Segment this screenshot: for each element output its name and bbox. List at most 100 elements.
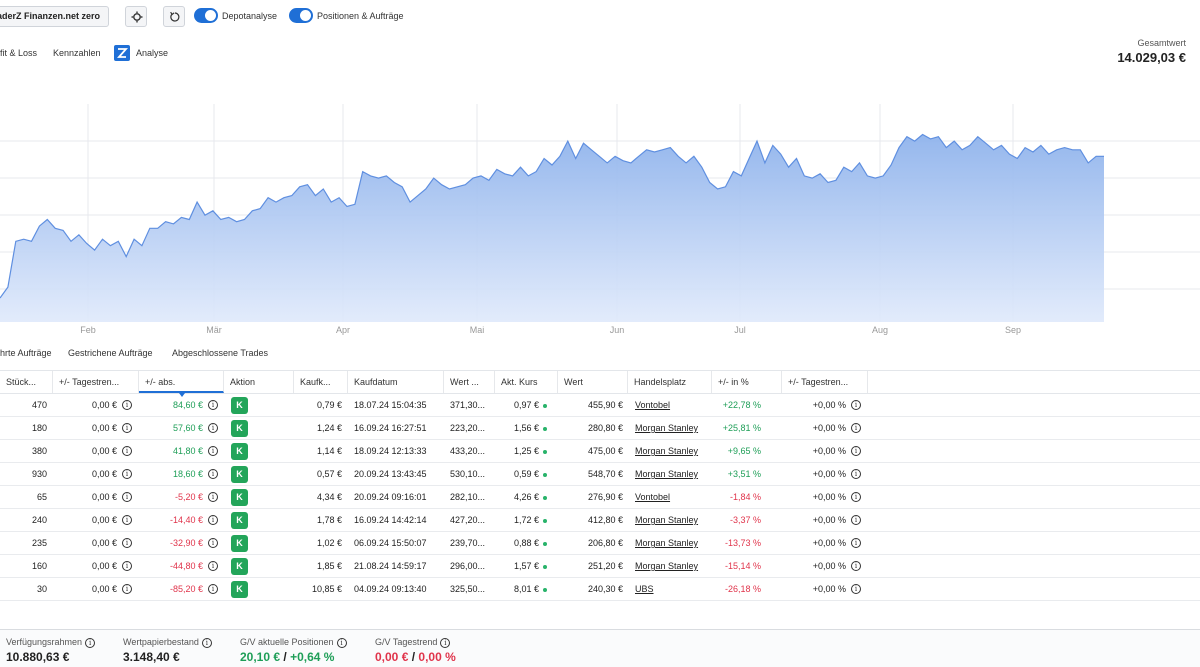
buy-action-button[interactable]: K bbox=[231, 489, 248, 506]
cell-venue-text[interactable]: Morgan Stanley bbox=[635, 515, 699, 525]
cell-daypct: +0,00 % bbox=[782, 509, 846, 531]
table-row[interactable]: 930 0,00 € i 18,60 € i K 0,57 € 20.09.24 13:43:… bbox=[0, 463, 1200, 486]
info-icon[interactable]: i bbox=[208, 446, 218, 456]
info-icon[interactable]: i bbox=[122, 538, 132, 548]
table-row[interactable]: 380 0,00 € i 41,80 € i K 1,14 € 18.09.24 12:13:… bbox=[0, 440, 1200, 463]
info-icon[interactable]: i bbox=[851, 446, 861, 456]
info-icon[interactable]: i bbox=[208, 584, 218, 594]
buy-action-button[interactable]: K bbox=[231, 397, 248, 414]
cell-venue[interactable]: Vontobel bbox=[635, 486, 712, 508]
buy-action-button[interactable]: K bbox=[231, 512, 248, 529]
col-akt-kurs[interactable]: Akt. Kurs bbox=[495, 371, 558, 393]
settings-button[interactable] bbox=[125, 6, 147, 27]
cell-venue-text[interactable]: Morgan Stanley bbox=[635, 446, 699, 456]
cell-venue[interactable]: Morgan Stanley bbox=[635, 532, 712, 554]
depotanalyse-toggle[interactable] bbox=[194, 8, 218, 23]
table-row[interactable]: 240 0,00 € i -14,40 € i K 1,78 € 16.09.24 14:42… bbox=[0, 509, 1200, 532]
info-icon[interactable]: i bbox=[208, 561, 218, 571]
info-icon[interactable]: i bbox=[851, 515, 861, 525]
cell-venue-text[interactable]: Morgan Stanley bbox=[635, 561, 699, 571]
info-icon[interactable]: i bbox=[122, 515, 132, 525]
col-tagestrend[interactable]: +/- Tagestren... bbox=[53, 371, 139, 393]
cell-venue[interactable]: Vontobel bbox=[635, 394, 712, 416]
info-icon[interactable]: i bbox=[208, 515, 218, 525]
table-row[interactable]: 30 0,00 € i -85,20 € i K 10,85 € 04.09.24 09:13… bbox=[0, 578, 1200, 601]
cell-day-text: 0,00 € bbox=[91, 423, 117, 433]
info-icon[interactable]: i bbox=[85, 637, 96, 648]
tab-closed-trades[interactable]: Abgeschlossene Trades bbox=[172, 348, 269, 358]
buy-action-button[interactable]: K bbox=[231, 443, 248, 460]
info-icon[interactable]: i bbox=[122, 561, 132, 571]
info-icon[interactable]: i bbox=[336, 637, 347, 648]
analyse-logo-icon[interactable] bbox=[114, 45, 130, 61]
info-icon[interactable]: i bbox=[851, 469, 861, 479]
info-icon[interactable]: i bbox=[122, 492, 132, 502]
cell-venue[interactable]: Morgan Stanley bbox=[635, 463, 712, 485]
buy-action-button[interactable]: K bbox=[231, 581, 248, 598]
info-icon[interactable]: i bbox=[208, 400, 218, 410]
buy-action-button[interactable]: K bbox=[231, 466, 248, 483]
table-row[interactable]: 235 0,00 € i -32,90 € i K 1,02 € 06.09.24 15:50… bbox=[0, 532, 1200, 555]
cell-venue[interactable]: Morgan Stanley bbox=[635, 509, 712, 531]
info-icon[interactable]: i bbox=[208, 492, 218, 502]
tab-kennzahlen[interactable]: Kennzahlen bbox=[53, 48, 101, 58]
info-icon[interactable]: i bbox=[122, 469, 132, 479]
table-row[interactable]: 180 0,00 € i 57,60 € i K 1,24 € 16.09.24 16:27:… bbox=[0, 417, 1200, 440]
cell-venue-text[interactable]: UBS bbox=[635, 584, 654, 594]
info-icon[interactable]: i bbox=[440, 637, 451, 648]
buy-action-button[interactable]: K bbox=[231, 420, 248, 437]
col-wert[interactable]: Wert bbox=[558, 371, 628, 393]
info-icon[interactable]: i bbox=[851, 400, 861, 410]
info-icon[interactable]: i bbox=[851, 423, 861, 433]
cell-venue[interactable]: Morgan Stanley bbox=[635, 440, 712, 462]
info-icon[interactable]: i bbox=[122, 423, 132, 433]
positionen-toggle[interactable] bbox=[289, 8, 313, 23]
info-icon[interactable]: i bbox=[122, 400, 132, 410]
cell-venue-text[interactable]: Morgan Stanley bbox=[635, 538, 699, 548]
live-indicator-icon bbox=[543, 449, 547, 454]
col-handelsplatz[interactable]: Handelsplatz bbox=[628, 371, 712, 393]
info-icon[interactable]: i bbox=[208, 538, 218, 548]
cell-buy: 1,85 € bbox=[294, 555, 342, 577]
cell-pct-text: +25,81 % bbox=[722, 423, 761, 433]
table-row[interactable]: 470 0,00 € i 84,60 € i K 0,79 € 18.07.24 15:04:… bbox=[0, 394, 1200, 417]
info-icon[interactable]: i bbox=[851, 561, 861, 571]
tab-cancelled-orders[interactable]: Gestrichene Aufträge bbox=[68, 348, 153, 358]
tab-open-orders[interactable]: hrte Aufträge bbox=[0, 348, 52, 358]
cell-pct: -26,18 % bbox=[712, 578, 761, 600]
info-icon[interactable]: i bbox=[208, 423, 218, 433]
info-icon[interactable]: i bbox=[851, 584, 861, 594]
cell-venue-text[interactable]: Morgan Stanley bbox=[635, 423, 699, 433]
info-icon[interactable]: i bbox=[122, 584, 132, 594]
info-icon[interactable]: i bbox=[851, 538, 861, 548]
cell-venue[interactable]: Morgan Stanley bbox=[635, 555, 712, 577]
col-wert-kauf[interactable]: Wert ... bbox=[444, 371, 495, 393]
cell-value-text: 475,00 € bbox=[587, 446, 623, 456]
col-aktion[interactable]: Aktion bbox=[224, 371, 294, 393]
table-row[interactable]: 160 0,00 € i -44,80 € i K 1,85 € 21.08.24 14:59… bbox=[0, 555, 1200, 578]
col-kaufdatum[interactable]: Kaufdatum bbox=[348, 371, 444, 393]
col-stueck[interactable]: Stück... bbox=[0, 371, 53, 393]
col-kaufkurs[interactable]: Kaufk... bbox=[294, 371, 348, 393]
broker-selector-button[interactable]: aderZ Finanzen.net zero bbox=[0, 6, 110, 27]
info-icon[interactable]: i bbox=[201, 637, 212, 648]
day-trend-pct: 0,00 % bbox=[418, 649, 456, 664]
col-abs[interactable]: +/- abs. bbox=[139, 371, 224, 393]
cell-buyval: 223,20... bbox=[450, 417, 495, 439]
tab-analyse[interactable]: Analyse bbox=[136, 48, 169, 58]
col-pct[interactable]: +/- in % bbox=[712, 371, 782, 393]
info-icon[interactable]: i bbox=[122, 446, 132, 456]
col-tagestrend-pct[interactable]: +/- Tagestren... bbox=[782, 371, 868, 393]
cell-venue[interactable]: UBS bbox=[635, 578, 712, 600]
cell-venue[interactable]: Morgan Stanley bbox=[635, 417, 712, 439]
refresh-button[interactable] bbox=[163, 6, 185, 27]
cell-venue-text[interactable]: Vontobel bbox=[635, 400, 671, 410]
tab-profit-loss[interactable]: fit & Loss bbox=[0, 48, 38, 58]
cell-venue-text[interactable]: Vontobel bbox=[635, 492, 671, 502]
buy-action-button[interactable]: K bbox=[231, 535, 248, 552]
info-icon[interactable]: i bbox=[208, 469, 218, 479]
cell-venue-text[interactable]: Morgan Stanley bbox=[635, 469, 699, 479]
table-row[interactable]: 65 0,00 € i -5,20 € i K 4,34 € 20.09.24 09:16:0… bbox=[0, 486, 1200, 509]
buy-action-button[interactable]: K bbox=[231, 558, 248, 575]
info-icon[interactable]: i bbox=[851, 492, 861, 502]
